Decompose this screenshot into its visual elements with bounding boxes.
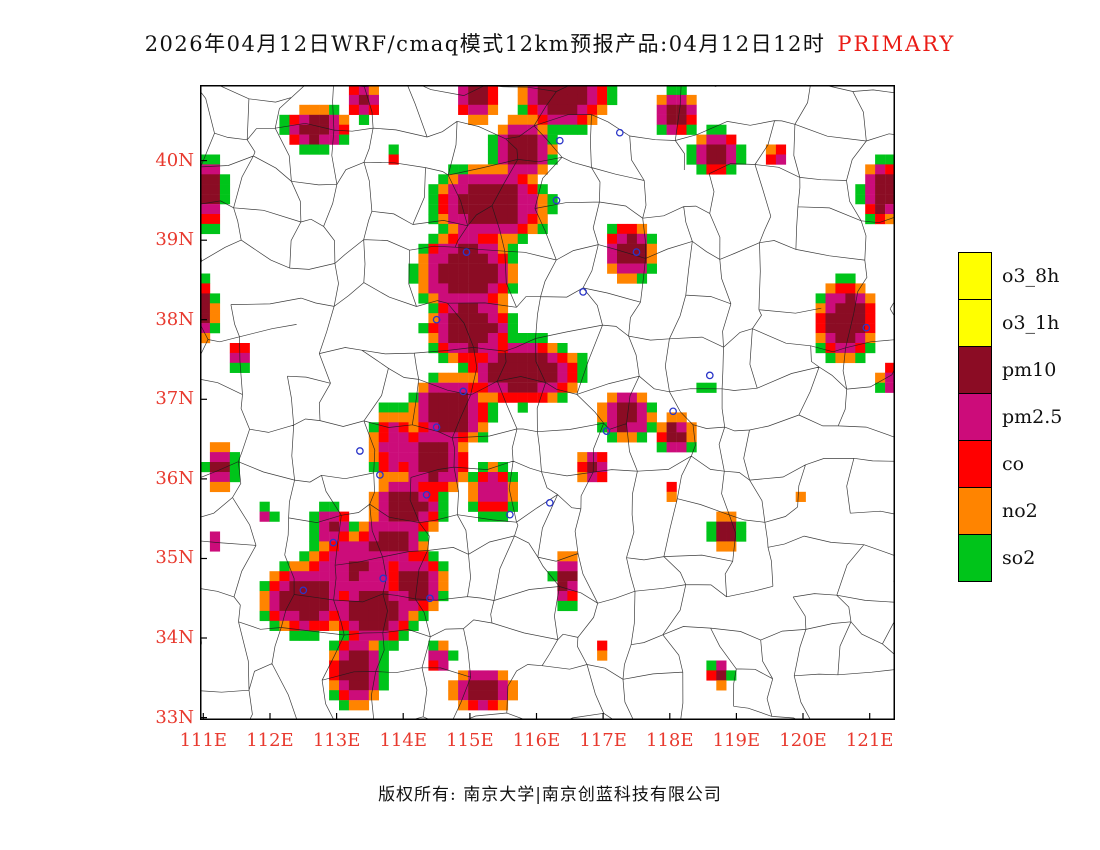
- city-marker: [356, 447, 364, 455]
- legend-item-co: co: [958, 440, 1062, 488]
- city-markers: [299, 128, 871, 603]
- legend-swatch-o3_8h: [958, 252, 992, 300]
- county-boundaries: [200, 85, 895, 720]
- legend-swatch-so2: [958, 534, 992, 582]
- city-marker: [462, 248, 471, 256]
- legend-label: pm10: [1002, 359, 1057, 381]
- city-marker: [432, 315, 441, 324]
- map-frame: [200, 85, 895, 720]
- lon-label-119E: 119E: [712, 730, 761, 751]
- lat-label-40N: 40N: [155, 149, 194, 171]
- city-marker: [376, 471, 384, 479]
- city-marker: [459, 387, 468, 396]
- forecast-map: [200, 85, 895, 720]
- city-marker: [545, 498, 554, 507]
- pollution-cells: [200, 85, 895, 711]
- city-marker: [329, 538, 338, 547]
- legend-swatch-pm2.5: [958, 393, 992, 441]
- legend-item-pm2.5: pm2.5: [958, 393, 1062, 441]
- city-marker: [506, 510, 514, 519]
- city-marker: [299, 586, 308, 595]
- lon-label-113E: 113E: [312, 730, 361, 751]
- city-marker: [426, 594, 434, 603]
- city-marker: [669, 407, 677, 416]
- legend-label: o3_8h: [1002, 265, 1060, 287]
- city-marker: [422, 490, 431, 499]
- legend-item-o3_1h: o3_1h: [958, 299, 1062, 347]
- legend-label: pm2.5: [1002, 406, 1063, 428]
- city-marker: [579, 288, 587, 296]
- city-marker: [602, 427, 611, 435]
- city-marker: [632, 248, 641, 256]
- legend-swatch-pm10: [958, 346, 992, 394]
- lat-label-37N: 37N: [155, 388, 194, 410]
- legend-item-so2: so2: [958, 534, 1062, 582]
- lon-label-115E: 115E: [446, 730, 494, 751]
- lat-label-35N: 35N: [155, 547, 194, 569]
- city-marker: [552, 196, 561, 205]
- legend-item-no2: no2: [958, 487, 1062, 535]
- lon-label-112E: 112E: [246, 730, 294, 751]
- lat-label-33N: 33N: [155, 706, 194, 728]
- lon-label-121E: 121E: [845, 730, 894, 751]
- legend-label: so2: [1002, 547, 1036, 569]
- lon-label-116E: 116E: [512, 730, 561, 751]
- lon-label-111E: 111E: [179, 730, 228, 751]
- city-marker: [432, 423, 441, 432]
- lon-label-117E: 117E: [579, 730, 627, 751]
- lon-label-114E: 114E: [379, 730, 427, 751]
- legend: o3_8h o3_1h pm10 pm2.5 co no2 so2: [958, 252, 1062, 582]
- city-marker: [705, 371, 714, 380]
- city-marker: [555, 136, 564, 145]
- lat-label-34N: 34N: [155, 627, 194, 649]
- legend-swatch-co: [958, 440, 992, 488]
- lon-label-120E: 120E: [779, 730, 827, 751]
- title-primary-tag: PRIMARY: [837, 32, 956, 56]
- legend-item-o3_8h: o3_8h: [958, 252, 1062, 300]
- title-main: 2026年04月12日WRF/cmaq模式12km预报产品:04月12日12时: [144, 32, 826, 56]
- page-title: 2026年04月12日WRF/cmaq模式12km预报产品:04月12日12时 P…: [30, 28, 1070, 58]
- legend-label: o3_1h: [1002, 312, 1060, 334]
- lat-label-39N: 39N: [155, 229, 194, 251]
- city-marker: [615, 128, 624, 137]
- copyright: 版权所有: 南京大学|南京创蓝科技有限公司: [378, 785, 722, 805]
- lon-label-118E: 118E: [646, 730, 694, 751]
- legend-label: no2: [1002, 500, 1038, 522]
- city-marker: [379, 574, 388, 583]
- legend-swatch-o3_1h: [958, 299, 992, 347]
- legend-item-pm10: pm10: [958, 346, 1062, 394]
- legend-label: co: [1002, 453, 1025, 475]
- lat-label-36N: 36N: [155, 467, 194, 489]
- legend-swatch-no2: [958, 487, 992, 535]
- city-marker: [862, 323, 871, 332]
- lat-label-38N: 38N: [155, 308, 194, 330]
